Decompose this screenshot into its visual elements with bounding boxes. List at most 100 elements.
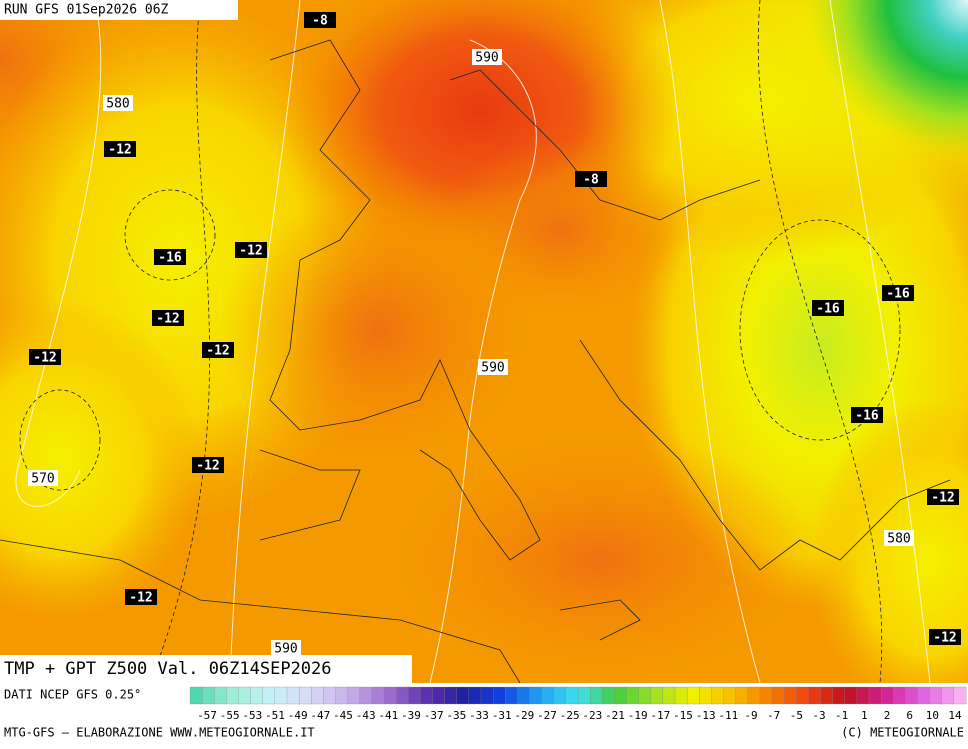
temperature-label-box [304,12,336,28]
scale-tick-label: -25 [560,709,580,722]
scale-tick-label: 10 [926,709,939,722]
scale-tick-label: -17 [650,709,670,722]
scale-tick-label: -57 [197,709,217,722]
temperature-label: -12 [931,491,954,506]
height-label: 590 [481,361,504,376]
temperature-label: -12 [156,312,179,327]
temperature-label-box [154,249,186,265]
temperature-label: -12 [933,631,956,646]
color-swatch [262,686,276,705]
temperature-label-box [235,242,267,258]
temperature-label-box [125,589,157,605]
color-swatch [226,686,239,705]
temperature-label: -12 [108,143,131,158]
scale-tick-label: -7 [767,709,780,722]
scale-tick-label: -45 [333,709,353,722]
color-swatch [444,686,458,705]
temperature-label: -16 [886,287,910,302]
temperature-label: -12 [196,459,219,474]
color-swatch [674,686,688,705]
color-swatch [371,686,385,705]
scale-tick-label: -19 [628,709,648,722]
color-swatch [286,686,300,705]
color-swatch [638,686,652,705]
scale-tick-label: -15 [673,709,693,722]
scale-tick-label: -9 [744,709,757,722]
color-swatch [820,686,834,705]
map [0,0,968,683]
temperature-label: -12 [239,244,262,259]
height-label-box [28,470,58,486]
height-label-box [103,95,133,111]
color-swatch [311,686,324,705]
temperature-label-box [104,141,136,157]
color-swatch [335,686,349,705]
color-swatch [395,686,409,705]
color-swatch [626,686,640,705]
color-swatch [783,686,797,705]
color-swatch [250,686,264,705]
color-swatch [214,686,227,705]
scale-tick-label: -49 [288,709,308,722]
color-swatch [929,686,943,705]
color-swatch [529,686,543,705]
temperature-label: -16 [855,409,879,424]
color-swatch [893,686,906,705]
scale-tick-label: -5 [790,709,803,722]
temperature-contours [19,0,901,683]
color-swatch [553,686,567,705]
height-contours [15,0,931,683]
color-swatch [723,686,737,705]
temperature-label-box [927,489,959,505]
color-swatch [650,686,664,705]
color-swatch [832,686,846,705]
color-swatch [589,686,603,705]
temperature-label: -8 [312,14,328,29]
temperature-label-box [929,629,961,645]
scale-tick-label: -51 [265,709,285,722]
scale-tick-label: -29 [514,709,534,722]
color-scale: -57 -55 -53 -51 -49 -47 -45 -43 -41 -39 -37 -35 -33-… [189,686,967,722]
color-swatch [189,686,203,705]
temperature-label-box [851,407,883,423]
color-swatch [856,686,870,705]
color-swatch [456,686,470,705]
temperature-label: -16 [158,251,182,266]
color-swatch [492,686,506,705]
run-label: RUN GFS 01Sep2026 06Z [4,3,169,18]
color-swatch [408,686,421,705]
color-swatch [796,686,809,705]
color-swatch [517,686,530,705]
height-label: 590 [475,51,498,66]
temperature-label-box [575,171,607,187]
temperature-label-box [192,457,224,473]
color-swatch [541,686,555,705]
map-title: TMP + GPT Z500 Val. 06Z14SEP2026 [4,659,332,679]
scale-tick-label: -43 [356,709,376,722]
color-swatch [347,686,361,705]
temperature-label-box [152,310,184,326]
color-swatch [238,686,252,705]
scale-tick-label: 14 [948,709,962,722]
color-swatch [480,686,494,705]
data-source: DATI NCEP GFS 0.25° [4,688,141,702]
color-swatch [577,686,591,705]
height-label-box [884,530,914,546]
height-label: 580 [106,97,129,112]
scale-tick-label: -11 [718,709,738,722]
temperature-label: -16 [816,302,840,317]
color-swatch [953,686,967,705]
height-label: 580 [887,532,910,547]
scale-tick-label: -37 [424,709,444,722]
color-swatch [711,686,724,705]
color-swatch [905,686,918,705]
color-swatch [686,686,700,705]
color-swatch [565,686,579,705]
color-swatch [868,686,882,705]
temperature-label: -12 [129,591,152,606]
color-swatch [880,686,894,705]
temperature-label: -12 [33,351,56,366]
scale-tick-label: -53 [242,709,262,722]
color-swatch [735,686,749,705]
